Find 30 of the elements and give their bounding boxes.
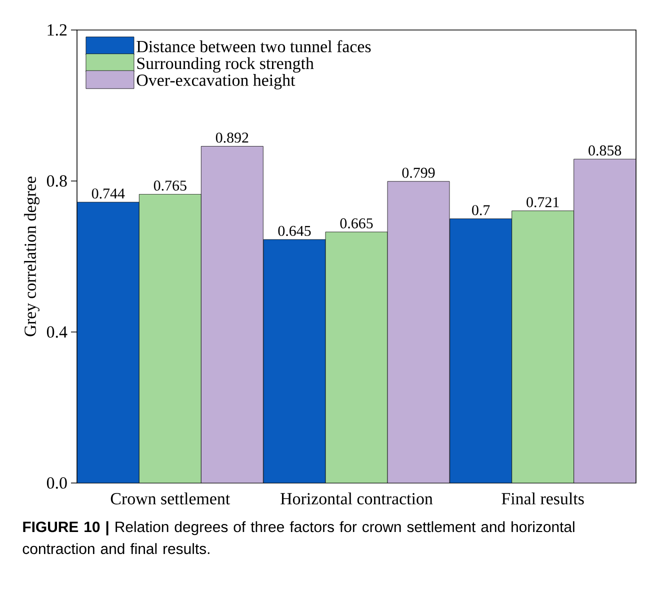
data-label: 0.645 bbox=[278, 226, 311, 236]
data-label: 0.721 bbox=[526, 197, 559, 208]
x-tick-label: Horizontal contraction bbox=[280, 492, 433, 504]
bar bbox=[201, 146, 264, 483]
bar bbox=[574, 158, 636, 483]
data-label: 0.744 bbox=[92, 188, 125, 199]
data-label: 0.665 bbox=[340, 218, 373, 228]
bar bbox=[388, 181, 450, 483]
bar bbox=[450, 218, 512, 483]
data-label: 0.7 bbox=[472, 205, 490, 216]
data-label: 0.858 bbox=[588, 145, 622, 156]
y-tick-label: 0.4 bbox=[46, 326, 68, 338]
x-tick-label: Crown settlement bbox=[110, 492, 230, 504]
bar bbox=[264, 240, 326, 483]
legend-label: Distance between two tunnel faces bbox=[136, 40, 371, 52]
data-label: 0.765 bbox=[154, 180, 186, 191]
text: FIGURE 10 | Relation degrees of three factors for crown settlement and horizontal contraction and final results. bbox=[22, 521, 574, 554]
bar bbox=[139, 194, 202, 483]
bar bbox=[77, 202, 140, 483]
bar bbox=[326, 232, 388, 483]
y-tick-label: 0.8 bbox=[46, 175, 67, 187]
y-tick-label: 0.0 bbox=[46, 477, 67, 489]
y-tick-label: 1.2 bbox=[48, 24, 67, 36]
legend-label: Over-excavation height bbox=[136, 74, 296, 90]
data-label: 0.892 bbox=[216, 132, 248, 143]
legend-label: Surrounding rock strength bbox=[137, 57, 314, 73]
data-label: 0.799 bbox=[402, 168, 435, 178]
y-axis-title: Grey correlation degree bbox=[24, 176, 40, 336]
x-tick-label: Final results bbox=[502, 492, 584, 504]
bar bbox=[512, 210, 574, 483]
